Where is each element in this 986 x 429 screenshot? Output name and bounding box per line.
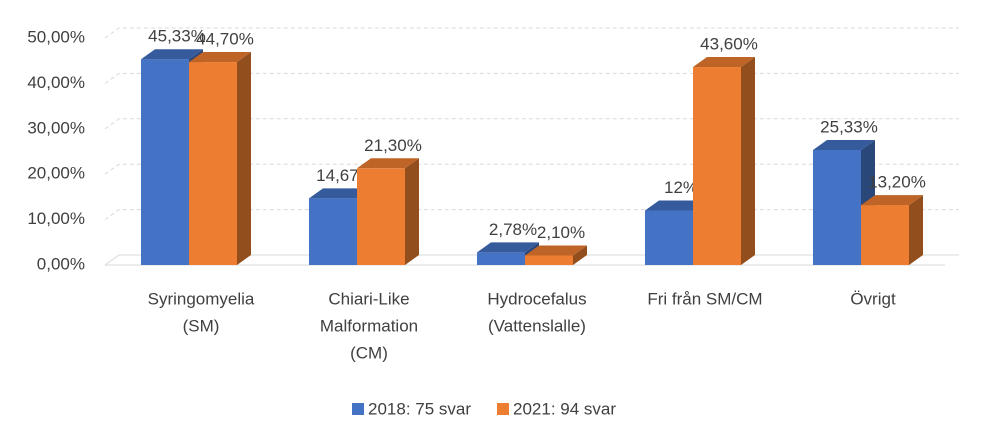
bar-side [573, 245, 587, 265]
x-tick-label: Syringomyelia [148, 289, 255, 308]
data-label: 44,70% [196, 30, 254, 49]
y-tick-label: 40,00% [27, 73, 85, 92]
y-tick-label: 10,00% [27, 209, 85, 228]
bar-top [645, 200, 707, 211]
bar-front [525, 255, 573, 265]
bar-side [741, 57, 755, 265]
bar [357, 158, 419, 265]
data-label: 43,60% [700, 35, 758, 54]
y-tick-label: 0,00% [37, 254, 85, 273]
x-tick-label: Malformation [320, 316, 418, 335]
bar-front [309, 198, 357, 265]
bar-front [693, 67, 741, 265]
bar [189, 52, 251, 266]
data-label: 45,33% [148, 27, 206, 46]
bar-front [477, 252, 525, 265]
y-tick-label: 50,00% [27, 27, 85, 46]
x-tick-label: Hydrocefalus [487, 289, 586, 308]
bar-top [813, 140, 875, 151]
data-label: 12% [664, 178, 698, 197]
data-label: 13,20% [868, 173, 926, 192]
bar-front [861, 205, 909, 265]
bar-top [477, 242, 539, 253]
grid-line [104, 27, 959, 39]
x-tick-label: (SM) [183, 316, 220, 335]
grid-line [104, 163, 959, 175]
bar [861, 195, 923, 265]
x-tick-label: (Vattenslalle) [488, 316, 586, 335]
data-label: 2,78% [489, 220, 537, 239]
x-tick-label: Fri från SM/CM [647, 289, 762, 308]
bar [525, 245, 587, 265]
data-label: 25,33% [820, 117, 878, 136]
bar-top [693, 57, 755, 68]
data-label: 2,10% [537, 223, 585, 242]
y-tick-label: 30,00% [27, 118, 85, 137]
grid-line [104, 118, 959, 130]
x-tick-label: Chiari-Like [328, 289, 409, 308]
bar-side [909, 195, 923, 265]
x-tick-label: (CM) [350, 343, 388, 362]
bar-front [189, 62, 237, 266]
bar-front [357, 168, 405, 265]
bar-top [189, 52, 251, 63]
x-tick-label: Övrigt [850, 289, 896, 308]
legend-swatch [352, 403, 364, 415]
bar-front [141, 59, 189, 266]
bar-top [861, 195, 923, 206]
data-label: 21,30% [364, 136, 422, 155]
bar-top [309, 188, 371, 199]
bar-side [237, 52, 251, 266]
legend-label: 2021: 94 svar [513, 399, 616, 418]
y-tick-label: 20,00% [27, 164, 85, 183]
legend-label: 2018: 75 svar [368, 399, 471, 418]
bar-front [813, 150, 861, 265]
bar-front [645, 210, 693, 265]
bar-top [525, 245, 587, 256]
bar-side [405, 158, 419, 265]
legend-swatch [497, 403, 510, 415]
bar-top [141, 49, 203, 60]
bar [693, 57, 755, 265]
bar-top [357, 158, 419, 169]
grid-line [104, 72, 959, 84]
